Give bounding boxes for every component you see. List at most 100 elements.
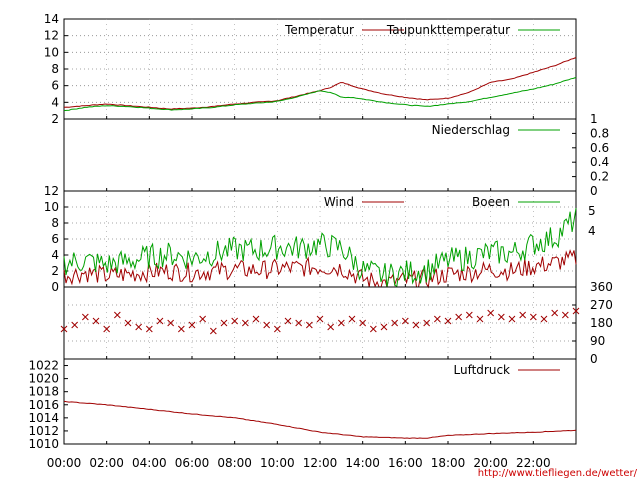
panel-temperature: 2 4 6 8 10 12 14 Temperatur Taupunkttemperatur: [44, 12, 577, 126]
wind_direction-point: [273, 325, 281, 333]
wind_direction-y-tick-label: 360: [590, 280, 613, 294]
wind_direction-y-tick-label: 90: [590, 334, 605, 348]
x-tick-label: 00:00: [47, 456, 82, 470]
wind_direction-point-mark: [337, 319, 345, 327]
wind_direction-point: [81, 313, 89, 321]
wind_direction-point: [444, 317, 452, 325]
temperature-legend-label: Temperatur: [284, 23, 354, 37]
wind_direction-point-mark: [156, 317, 164, 325]
wind_direction-point: [465, 311, 473, 319]
wind-y-tick-label: 2: [51, 264, 59, 278]
wind_direction-point: [551, 309, 559, 317]
wind_direction-point-mark: [273, 325, 281, 333]
x-tick-label: 10:00: [260, 456, 295, 470]
wind_direction-point: [188, 321, 196, 329]
temperature-y-tick-label: 2: [51, 112, 59, 126]
wind_direction-point: [231, 317, 239, 325]
panel-precipitation: 00.20.40.60.81 Niederschlag: [63, 112, 609, 198]
wind_direction-point-mark: [135, 323, 143, 331]
x-tick-label: 02:00: [89, 456, 124, 470]
panel-wind: 0 2 4 6 8 10 12 4 5 Wind Boeen: [44, 184, 596, 294]
wind_direction-point: [135, 323, 143, 331]
x-tick-label: 16:00: [388, 456, 423, 470]
wind_direction-point-mark: [284, 317, 292, 325]
wind_direction-point: [263, 321, 271, 329]
wind_direction-point-mark: [529, 313, 537, 321]
pressure-y-tick-label: 1016: [28, 398, 59, 412]
precipitation-y-tick-label: 1: [590, 112, 598, 126]
wind_direction-point: [423, 319, 431, 327]
wind_direction-point: [561, 311, 569, 319]
wind_direction-point-mark: [455, 313, 463, 321]
wind_direction-point-mark: [295, 319, 303, 327]
x-tick-label: 22:00: [516, 456, 551, 470]
wind_direction-point-mark: [177, 325, 185, 333]
wind_direction-point: [199, 315, 207, 323]
wind_direction-point: [167, 319, 175, 327]
wind_direction-point-mark: [391, 319, 399, 327]
wind_direction-point: [412, 321, 420, 329]
wind_direction-point-mark: [369, 325, 377, 333]
wind_direction-point: [359, 319, 367, 327]
wind_direction-point-mark: [124, 319, 132, 327]
wind_direction-point-mark: [572, 307, 580, 315]
wind_direction-point-mark: [241, 319, 249, 327]
x-tick-label: 04:00: [132, 456, 167, 470]
wind_direction-point: [145, 325, 153, 333]
wind_direction-point: [455, 313, 463, 321]
wind_direction-point-mark: [60, 325, 68, 333]
credit-link[interactable]: http://www.tiefliegen.de/wetter/: [478, 468, 638, 479]
wind_direction-point-mark: [103, 325, 111, 333]
wind-series-1: [63, 208, 577, 288]
wind_direction-point: [540, 315, 548, 323]
wind_direction-point: [295, 319, 303, 327]
wind_direction-point: [241, 319, 249, 327]
wind_direction-point: [316, 315, 324, 323]
wind_direction-point-mark: [359, 319, 367, 327]
wind_direction-point-mark: [412, 321, 420, 329]
wind-right-tick-label: 5: [588, 204, 596, 218]
wind-legend-label: Wind: [324, 195, 354, 209]
wind_direction-point-mark: [497, 313, 505, 321]
wind_direction-point-mark: [327, 323, 335, 331]
precipitation-y-tick-label: 0.2: [590, 170, 609, 184]
wind_direction-point: [380, 323, 388, 331]
x-tick-label: 18:00: [431, 456, 466, 470]
precipitation-legend-label: Niederschlag: [432, 123, 510, 137]
wind_direction-point: [519, 311, 527, 319]
wind_direction-point-mark: [551, 309, 559, 317]
wind_direction-point: [177, 325, 185, 333]
temperature-series-1: [63, 76, 577, 112]
pressure-y-tick-label: 1022: [28, 359, 59, 373]
temperature-legend-label: Taupunkttemperatur: [386, 23, 510, 37]
wind_direction-point-mark: [199, 315, 207, 323]
wind_direction-point: [124, 319, 132, 327]
wind_direction-point: [391, 319, 399, 327]
wind_direction-point-mark: [487, 309, 495, 317]
wind-y-tick-label: 4: [51, 248, 59, 262]
wind_direction-point: [572, 307, 580, 315]
temperature-y-tick-label: 14: [44, 12, 59, 26]
wind-right-tick-label: 4: [588, 224, 596, 238]
wind_direction-point-mark: [145, 325, 153, 333]
wind_direction-point-mark: [444, 317, 452, 325]
wind_direction-point-mark: [348, 315, 356, 323]
wind_direction-point-mark: [81, 313, 89, 321]
wind_direction-point-mark: [209, 327, 217, 335]
wind_direction-point-mark: [519, 311, 527, 319]
wind_direction-point-mark: [316, 315, 324, 323]
wind_direction-point: [508, 315, 516, 323]
wind_direction-point: [220, 319, 228, 327]
x-tick-label: 06:00: [175, 456, 210, 470]
precipitation-y-tick-label: 0: [590, 184, 598, 198]
wind_direction-point: [327, 323, 335, 331]
x-tick-label: 08:00: [217, 456, 252, 470]
wind-legend-label: Boeen: [472, 195, 510, 209]
temperature-y-tick-label: 10: [44, 45, 59, 59]
pressure-legend-label: Luftdruck: [453, 363, 510, 377]
wind_direction-point-mark: [71, 321, 79, 329]
wind_direction-point: [433, 315, 441, 323]
wind_direction-point-mark: [305, 321, 313, 329]
wind_direction-point: [60, 325, 68, 333]
